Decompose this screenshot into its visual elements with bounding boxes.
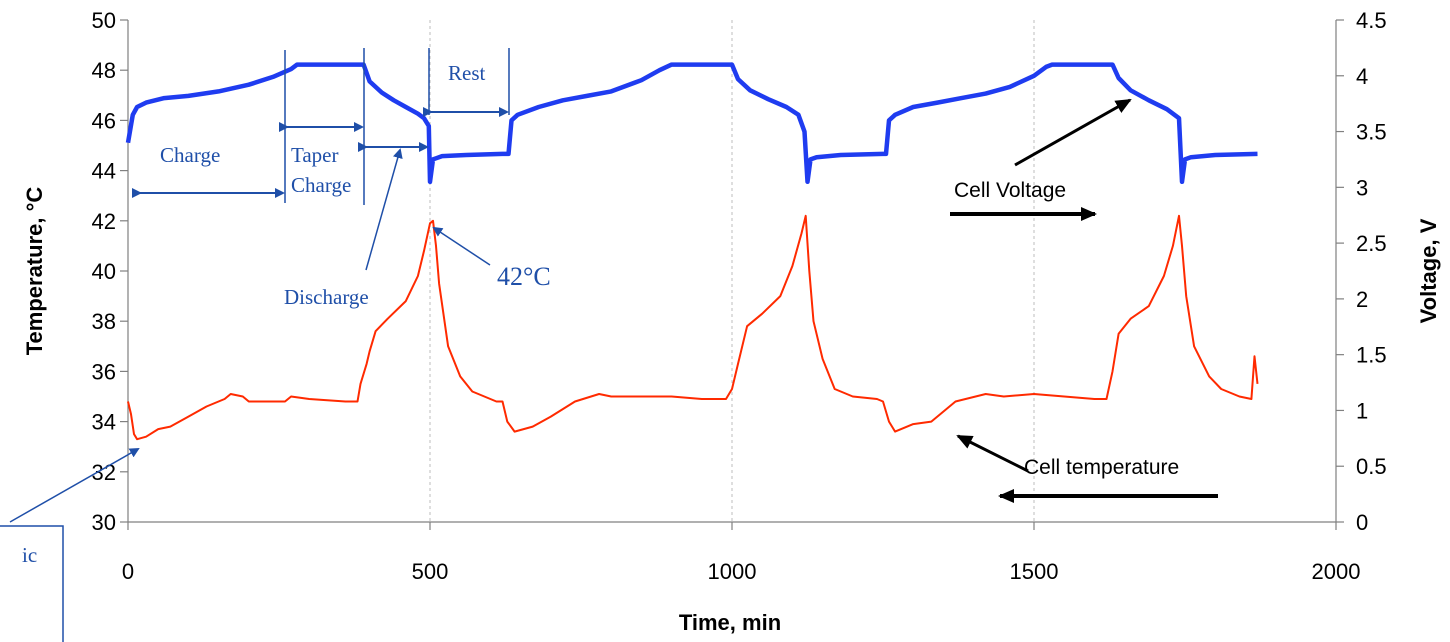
y-right-tick-label: 2.5	[1356, 231, 1387, 256]
x-tick-label: 1000	[708, 559, 757, 584]
x-tick-label: 1500	[1010, 559, 1059, 584]
y-left-tick-label: 40	[92, 259, 116, 284]
rest-label: Rest	[448, 61, 486, 85]
y-right-tick-label: 3	[1356, 175, 1368, 200]
y-right-axis-title: Voltage, V	[1416, 218, 1441, 323]
charge-label: Charge	[160, 143, 220, 167]
y-right-tick-label: 0	[1356, 510, 1368, 535]
y-left-tick-label: 44	[92, 159, 116, 184]
x-tick-label: 500	[412, 559, 449, 584]
discharge-label: Discharge	[284, 285, 369, 309]
cell-voltage-pointer	[1014, 98, 1132, 167]
y-right-tick-label: 4	[1356, 64, 1368, 89]
y-right-tick-label: 2	[1356, 287, 1368, 312]
tick-labels: 303234363840424446485000.511.522.533.544…	[92, 8, 1387, 584]
y-right-tick-label: 3.5	[1356, 120, 1387, 145]
x-tick-label: 2000	[1312, 559, 1361, 584]
cell-voltage-label: Cell Voltage	[954, 179, 1066, 202]
y-left-axis-title: Temperature, °C	[22, 187, 47, 356]
y-left-tick-label: 38	[92, 309, 116, 334]
y-left-tick-label: 36	[92, 359, 116, 384]
ambient-callout-box	[0, 525, 64, 642]
y-left-tick-label: 50	[92, 8, 116, 33]
x-tick-label: 0	[122, 559, 134, 584]
peak-temp-label: 42°C	[497, 262, 551, 291]
taper-charge-label-line1: Taper	[291, 143, 339, 167]
cell-temperature-line	[127, 214, 1259, 441]
y-right-tick-label: 1	[1356, 398, 1368, 423]
series-annotations: Cell Voltage Cell temperature	[950, 98, 1218, 503]
y-left-tick-label: 30	[92, 510, 116, 535]
x-axis-title: Time, min	[679, 610, 781, 635]
y-left-tick-label: 48	[92, 58, 116, 83]
phase-annotations: Charge Taper Charge Discharge Rest 42°C …	[0, 48, 551, 642]
discharge-pointer	[365, 148, 403, 271]
cell-temperature-pointer	[956, 434, 1029, 473]
y-right-tick-label: 1.5	[1356, 343, 1387, 368]
y-left-tick-label: 34	[92, 410, 116, 435]
taper-charge-label-line2: Charge	[291, 173, 351, 197]
y-right-tick-label: 0.5	[1356, 454, 1387, 479]
ambient-pointer	[9, 448, 140, 523]
axes	[120, 19, 1344, 530]
cell-temperature-label: Cell temperature	[1024, 456, 1179, 479]
cell-voltage-line	[125, 62, 1258, 185]
ambient-callout-text: ic	[22, 543, 37, 567]
y-right-tick-label: 4.5	[1356, 8, 1387, 33]
series-lines	[125, 62, 1259, 441]
y-left-tick-label: 46	[92, 108, 116, 133]
peak-temp-pointer	[432, 226, 491, 266]
y-left-tick-label: 42	[92, 209, 116, 234]
